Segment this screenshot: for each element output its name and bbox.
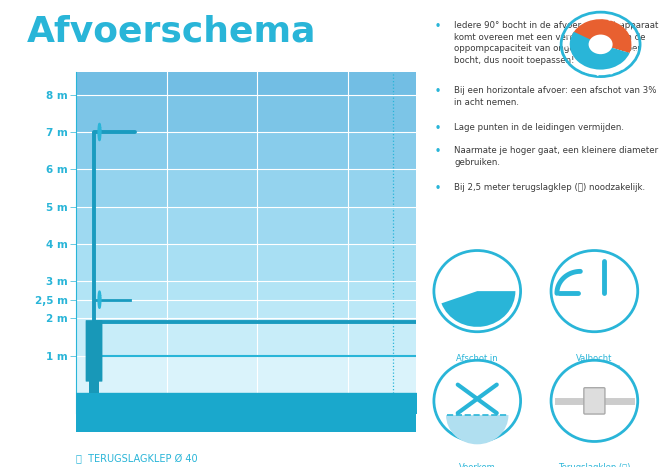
Text: Terugslagklep (Ⓣ)
horizontaal plaatsen: Terugslagklep (Ⓣ) horizontaal plaatsen bbox=[551, 463, 638, 467]
Circle shape bbox=[434, 250, 521, 332]
Text: Voorkom
lage punten: Voorkom lage punten bbox=[452, 463, 503, 467]
Circle shape bbox=[589, 35, 612, 54]
Wedge shape bbox=[570, 32, 630, 70]
Text: A: A bbox=[596, 68, 601, 74]
Text: Ⓣ  TERUGSLAGKLEP Ø 40: Ⓣ TERUGSLAGKLEP Ø 40 bbox=[76, 454, 197, 464]
Text: O: O bbox=[625, 27, 632, 33]
Text: •: • bbox=[434, 146, 441, 156]
Text: R: R bbox=[574, 59, 580, 66]
Circle shape bbox=[551, 250, 638, 332]
Wedge shape bbox=[572, 19, 632, 53]
Text: Valbocht
geadviseerd: Valbocht geadviseerd bbox=[568, 354, 620, 374]
Text: U: U bbox=[626, 55, 632, 61]
Text: •: • bbox=[434, 86, 441, 96]
Text: R: R bbox=[616, 20, 623, 26]
FancyBboxPatch shape bbox=[86, 320, 102, 382]
Text: I: I bbox=[568, 53, 573, 57]
Circle shape bbox=[551, 360, 638, 441]
FancyBboxPatch shape bbox=[584, 388, 605, 414]
Text: Afschot in
acht nemen: Afschot in acht nemen bbox=[452, 354, 502, 374]
Text: Bij een horizontale afvoer: een afschot van 3%
in acht nemen.: Bij een horizontale afvoer: een afschot … bbox=[454, 86, 657, 107]
Circle shape bbox=[98, 291, 100, 308]
Text: Iedere 90° bocht in de afvoer van het apparaat
komt overeen met een vermindering: Iedere 90° bocht in de afvoer van het ap… bbox=[454, 21, 659, 65]
Text: E: E bbox=[566, 43, 570, 47]
Text: i: i bbox=[98, 295, 101, 304]
Text: R: R bbox=[618, 62, 624, 69]
Text: i: i bbox=[98, 127, 101, 136]
Text: E: E bbox=[630, 47, 636, 51]
Text: •: • bbox=[434, 123, 441, 134]
Text: Naarmate je hoger gaat, een kleinere diameter
gebruiken.: Naarmate je hoger gaat, een kleinere dia… bbox=[454, 146, 658, 167]
Text: Lage punten in de leidingen vermijden.: Lage punten in de leidingen vermijden. bbox=[454, 123, 624, 132]
Text: Y: Y bbox=[630, 37, 636, 42]
Text: •: • bbox=[434, 184, 441, 193]
Text: Afvoerschema: Afvoerschema bbox=[26, 14, 316, 48]
Text: B: B bbox=[583, 65, 589, 71]
Text: K: K bbox=[567, 33, 573, 38]
Text: 1~3%: 1~3% bbox=[460, 283, 482, 289]
Wedge shape bbox=[442, 291, 515, 327]
Circle shape bbox=[434, 360, 521, 441]
Bar bbox=[90, 379, 98, 393]
Text: B: B bbox=[607, 16, 612, 21]
Circle shape bbox=[98, 124, 100, 140]
Wedge shape bbox=[446, 415, 508, 444]
Text: F: F bbox=[608, 67, 612, 73]
Text: •: • bbox=[434, 21, 441, 31]
Text: Bij 2,5 meter terugslagklep (Ⓣ) noodzakelijk.: Bij 2,5 meter terugslagklep (Ⓣ) noodzake… bbox=[454, 184, 645, 192]
